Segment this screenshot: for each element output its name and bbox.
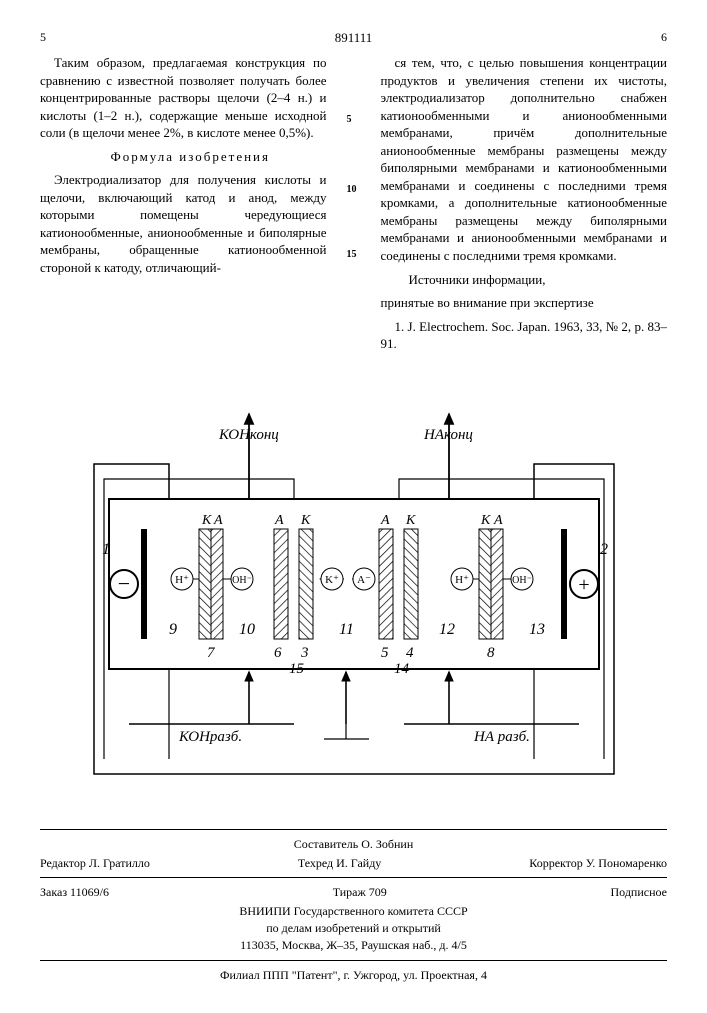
svg-text:H⁺: H⁺ (175, 574, 189, 586)
svg-text:13: 13 (529, 621, 545, 638)
svg-text:K⁺: K⁺ (325, 574, 339, 586)
page-right-num: 6 (661, 30, 667, 46)
minus-sign: − (117, 571, 129, 596)
svg-text:6: 6 (274, 645, 282, 661)
sources-title: Источники информации, (381, 271, 668, 289)
svg-text:11: 11 (339, 621, 354, 638)
ion-k-plus: K⁺ (320, 568, 344, 590)
page-header: 5 891111 6 (40, 30, 667, 46)
ion-h-plus-right: H⁺ (451, 568, 479, 590)
plus-sign: + (578, 574, 589, 596)
right-para1: ся тем, что, с целью повышения концентра… (381, 54, 668, 265)
footer-order: Заказ 11069/6 (40, 884, 109, 901)
left-para1: Таким образом, предлагаемая конструкция … (40, 54, 327, 142)
svg-text:К: К (405, 513, 416, 528)
footer-addr: 113035, Москва, Ж–35, Раушская наб., д. … (40, 937, 667, 954)
sources-sub: принятые во внимание при экспертизе (381, 294, 668, 312)
svg-text:10: 10 (239, 621, 255, 638)
svg-text:7: 7 (207, 645, 216, 661)
line-marker: 15 (347, 249, 357, 260)
line-marker: 10 (347, 184, 357, 195)
ion-h-plus-left: H⁺ (171, 568, 199, 590)
right-column: ся тем, что, с целью повышения концентра… (381, 54, 668, 359)
footer-order-row: Заказ 11069/6 Тираж 709 Подписное (40, 884, 667, 901)
footer-rule-3 (40, 960, 667, 961)
footer-block: Составитель О. Зобнин Редактор Л. Гратил… (40, 836, 667, 984)
ha-dilute-label: НА разб. (473, 729, 530, 745)
svg-text:A⁻: A⁻ (357, 574, 371, 586)
reference-1: 1. J. Electrochem. Soc. Japan. 1963, 33,… (381, 318, 668, 353)
svg-text:5: 5 (381, 645, 389, 661)
footer-rule-1 (40, 829, 667, 830)
svg-text:А: А (274, 513, 284, 528)
footer-org1: ВНИИПИ Государственного комитета СССР (40, 903, 667, 920)
koh-conc-label: КОНконц (218, 427, 279, 443)
svg-text:12: 12 (439, 621, 455, 638)
svg-text:А: А (493, 513, 503, 528)
footer-corrector: Корректор У. Пономаренко (529, 855, 667, 872)
svg-text:К: К (300, 513, 311, 528)
footer-filial: Филиал ППП "Патент", г. Ужгород, ул. Про… (40, 967, 667, 984)
svg-text:8: 8 (487, 645, 495, 661)
electrode-1-label: 1 (102, 541, 110, 558)
ha-conc-label: НАконц (423, 427, 473, 443)
ion-oh-minus-left: OH⁻ (223, 568, 253, 590)
svg-text:OH⁻: OH⁻ (512, 575, 532, 586)
ion-oh-minus-right: OH⁻ (503, 568, 533, 590)
svg-text:4: 4 (406, 645, 414, 661)
svg-text:H⁺: H⁺ (455, 574, 469, 586)
svg-text:15: 15 (289, 661, 305, 677)
diagram-svg: − 1 + 2 К А 7 А 6 К 3 15 А 5 К 4 14 К А … (74, 379, 634, 809)
document-number: 891111 (46, 30, 661, 46)
text-columns: Таким образом, предлагаемая конструкция … (40, 54, 667, 359)
footer-rule-2 (40, 877, 667, 878)
footer-compiler: Составитель О. Зобнин (40, 836, 667, 853)
svg-text:А: А (213, 513, 223, 528)
line-number-gutter: 5 10 15 (347, 54, 361, 359)
footer-podpis: Подписное (611, 884, 668, 901)
footer-tech: Техред И. Гайду (298, 855, 381, 872)
svg-text:К: К (480, 513, 491, 528)
footer-editor: Редактор Л. Гратилло (40, 855, 150, 872)
electrodialyzer-diagram: − 1 + 2 К А 7 А 6 К 3 15 А 5 К 4 14 К А … (40, 379, 667, 809)
footer-credits-row: Редактор Л. Гратилло Техред И. Гайду Кор… (40, 855, 667, 872)
svg-text:А: А (380, 513, 390, 528)
svg-text:14: 14 (394, 661, 410, 677)
line-marker: 5 (347, 114, 352, 125)
footer-tirazh: Тираж 709 (333, 884, 387, 901)
left-para2: Электродиализатор для получения кислоты … (40, 171, 327, 276)
formula-title: Формула изобретения (40, 148, 327, 166)
svg-text:3: 3 (300, 645, 309, 661)
svg-text:OH⁻: OH⁻ (232, 575, 252, 586)
footer-org2: по делам изобретений и открытий (40, 920, 667, 937)
svg-text:9: 9 (169, 621, 177, 638)
koh-dilute-label: КОНразб. (178, 729, 242, 745)
ion-a-minus: A⁻ (352, 568, 375, 590)
svg-text:К: К (201, 513, 212, 528)
left-column: Таким образом, предлагаемая конструкция … (40, 54, 327, 359)
